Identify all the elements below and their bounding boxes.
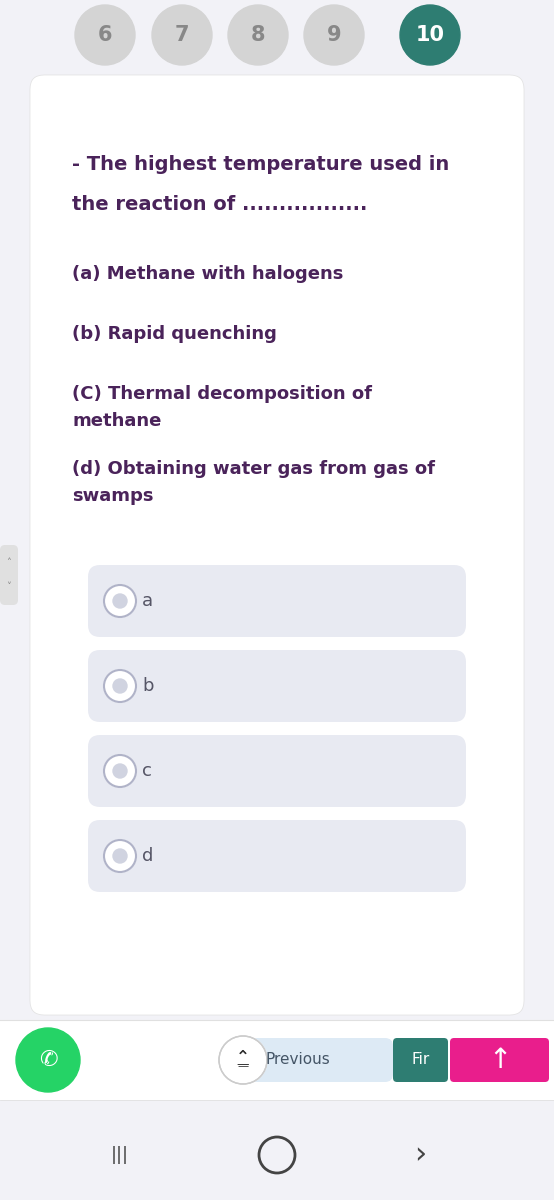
FancyBboxPatch shape bbox=[0, 1100, 554, 1200]
Circle shape bbox=[104, 755, 136, 787]
FancyBboxPatch shape bbox=[0, 1020, 554, 1100]
Circle shape bbox=[113, 850, 127, 863]
FancyBboxPatch shape bbox=[88, 565, 466, 637]
FancyBboxPatch shape bbox=[30, 74, 524, 1015]
Text: a: a bbox=[142, 592, 153, 610]
FancyBboxPatch shape bbox=[450, 1038, 549, 1082]
Text: 6: 6 bbox=[98, 25, 112, 44]
Circle shape bbox=[400, 5, 460, 65]
Text: |||: ||| bbox=[111, 1146, 129, 1164]
Text: Previous: Previous bbox=[265, 1052, 330, 1068]
FancyBboxPatch shape bbox=[238, 1038, 393, 1082]
Text: (b) Rapid quenching: (b) Rapid quenching bbox=[72, 325, 277, 343]
Text: ›: › bbox=[414, 1140, 426, 1170]
Text: the reaction of .................: the reaction of ................. bbox=[72, 194, 367, 214]
Text: —: — bbox=[237, 1058, 249, 1072]
Text: (C) Thermal decomposition of
methane: (C) Thermal decomposition of methane bbox=[72, 385, 372, 430]
FancyBboxPatch shape bbox=[88, 650, 466, 722]
Text: (a) Methane with halogens: (a) Methane with halogens bbox=[72, 265, 343, 283]
Circle shape bbox=[104, 670, 136, 702]
Text: ↑: ↑ bbox=[488, 1046, 511, 1074]
Text: c: c bbox=[142, 762, 152, 780]
Text: - The highest temperature used in: - The highest temperature used in bbox=[72, 155, 449, 174]
Circle shape bbox=[113, 679, 127, 692]
Text: ˅: ˅ bbox=[7, 582, 12, 592]
Text: ⌃: ⌃ bbox=[236, 1048, 250, 1066]
FancyBboxPatch shape bbox=[88, 734, 466, 806]
Text: 9: 9 bbox=[327, 25, 341, 44]
Circle shape bbox=[75, 5, 135, 65]
Circle shape bbox=[219, 1036, 267, 1084]
FancyBboxPatch shape bbox=[88, 820, 466, 892]
Circle shape bbox=[304, 5, 364, 65]
Text: 8: 8 bbox=[251, 25, 265, 44]
Circle shape bbox=[113, 594, 127, 608]
Text: ✆: ✆ bbox=[39, 1050, 57, 1070]
Text: 10: 10 bbox=[416, 25, 444, 44]
Circle shape bbox=[104, 584, 136, 617]
Text: ˄: ˄ bbox=[7, 558, 12, 568]
Circle shape bbox=[219, 1036, 267, 1084]
Text: ⌃: ⌃ bbox=[236, 1048, 250, 1066]
Text: d: d bbox=[142, 847, 153, 865]
FancyBboxPatch shape bbox=[393, 1038, 448, 1082]
Text: Fir: Fir bbox=[412, 1052, 429, 1068]
Circle shape bbox=[152, 5, 212, 65]
Circle shape bbox=[228, 5, 288, 65]
Circle shape bbox=[113, 764, 127, 778]
Text: (d) Obtaining water gas from gas of
swamps: (d) Obtaining water gas from gas of swam… bbox=[72, 460, 435, 505]
Text: —: — bbox=[238, 1061, 249, 1070]
Text: 7: 7 bbox=[175, 25, 189, 44]
Circle shape bbox=[16, 1028, 80, 1092]
Text: b: b bbox=[142, 677, 153, 695]
Circle shape bbox=[104, 840, 136, 872]
FancyBboxPatch shape bbox=[0, 545, 18, 605]
